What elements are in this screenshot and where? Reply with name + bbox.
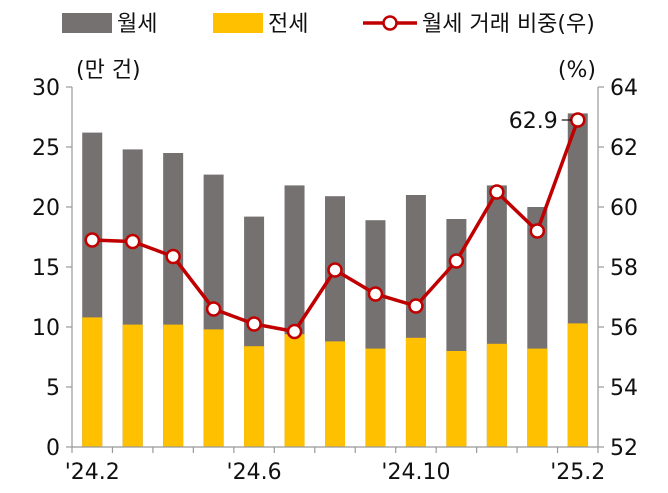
right-tick-label: 60	[610, 196, 638, 221]
share-point	[205, 301, 222, 317]
share-line	[84, 112, 586, 340]
right-tick-label: 54	[610, 376, 638, 401]
share-point	[246, 316, 262, 332]
share-point	[489, 184, 505, 200]
share-point	[84, 232, 100, 248]
left-axis-unit: (만 건)	[76, 58, 141, 83]
bar-jeonse	[446, 351, 467, 447]
bar-jeonse	[486, 343, 507, 447]
x-axis: '24.2 '24.6 '24.10 '25.2	[65, 446, 605, 485]
left-tick-label: 10	[32, 316, 60, 341]
bar-jeonse	[244, 346, 265, 447]
bars	[82, 113, 588, 448]
right-tick-label: 52	[610, 436, 638, 461]
left-tick-label: 20	[32, 196, 60, 221]
legend-label-share: 월세 거래 비중(우)	[422, 12, 595, 37]
legend: 월세 전세 월세 거래 비중(우)	[62, 12, 595, 37]
left-tick-label: 0	[46, 436, 60, 461]
share-point	[124, 233, 141, 250]
legend-swatch-monthly	[62, 13, 112, 33]
right-tick-label: 58	[610, 256, 638, 281]
right-axis: 52 54 56 58 60 62 64	[597, 76, 638, 461]
right-tick-label: 56	[610, 316, 638, 341]
share-point	[165, 248, 181, 265]
legend-swatch-share-marker	[382, 15, 398, 31]
share-point	[408, 298, 424, 314]
x-tick-label: '24.2	[65, 460, 120, 485]
bar-jeonse	[203, 329, 224, 447]
share-point	[286, 323, 303, 340]
annotations: 62.9	[509, 109, 572, 134]
bar-jeonse	[163, 324, 184, 447]
legend-label-jeonse: 전세	[268, 12, 308, 37]
x-tick-label: '24.10	[381, 460, 450, 485]
bar-jeonse	[325, 341, 345, 447]
share-point	[327, 262, 343, 278]
left-tick-label: 25	[32, 136, 60, 161]
bar-jeonse	[82, 317, 103, 447]
left-tick-label: 5	[46, 376, 60, 401]
left-tick-label: 30	[32, 76, 60, 101]
bar-jeonse	[284, 334, 305, 447]
right-tick-label: 62	[610, 136, 638, 161]
bar-jeonse	[405, 337, 426, 447]
share-point	[367, 286, 384, 302]
legend-label-monthly: 월세	[117, 12, 157, 37]
left-tick-label: 15	[32, 256, 60, 281]
bar-jeonse	[567, 323, 588, 447]
bar-jeonse	[122, 324, 143, 447]
right-axis-unit: (%)	[558, 58, 596, 83]
bar-jeonse	[527, 348, 548, 447]
share-point	[570, 112, 586, 128]
bar-jeonse	[365, 348, 386, 447]
x-tick-label: '24.6	[227, 460, 282, 485]
share-point	[529, 223, 546, 239]
legend-swatch-jeonse	[213, 13, 263, 33]
right-tick-label: 64	[610, 76, 638, 101]
share-point	[448, 253, 465, 269]
annotation-label: 62.9	[509, 109, 558, 134]
x-tick-label: '25.2	[550, 460, 605, 485]
left-axis: 0 5 10 15 20 25 30	[32, 76, 73, 461]
